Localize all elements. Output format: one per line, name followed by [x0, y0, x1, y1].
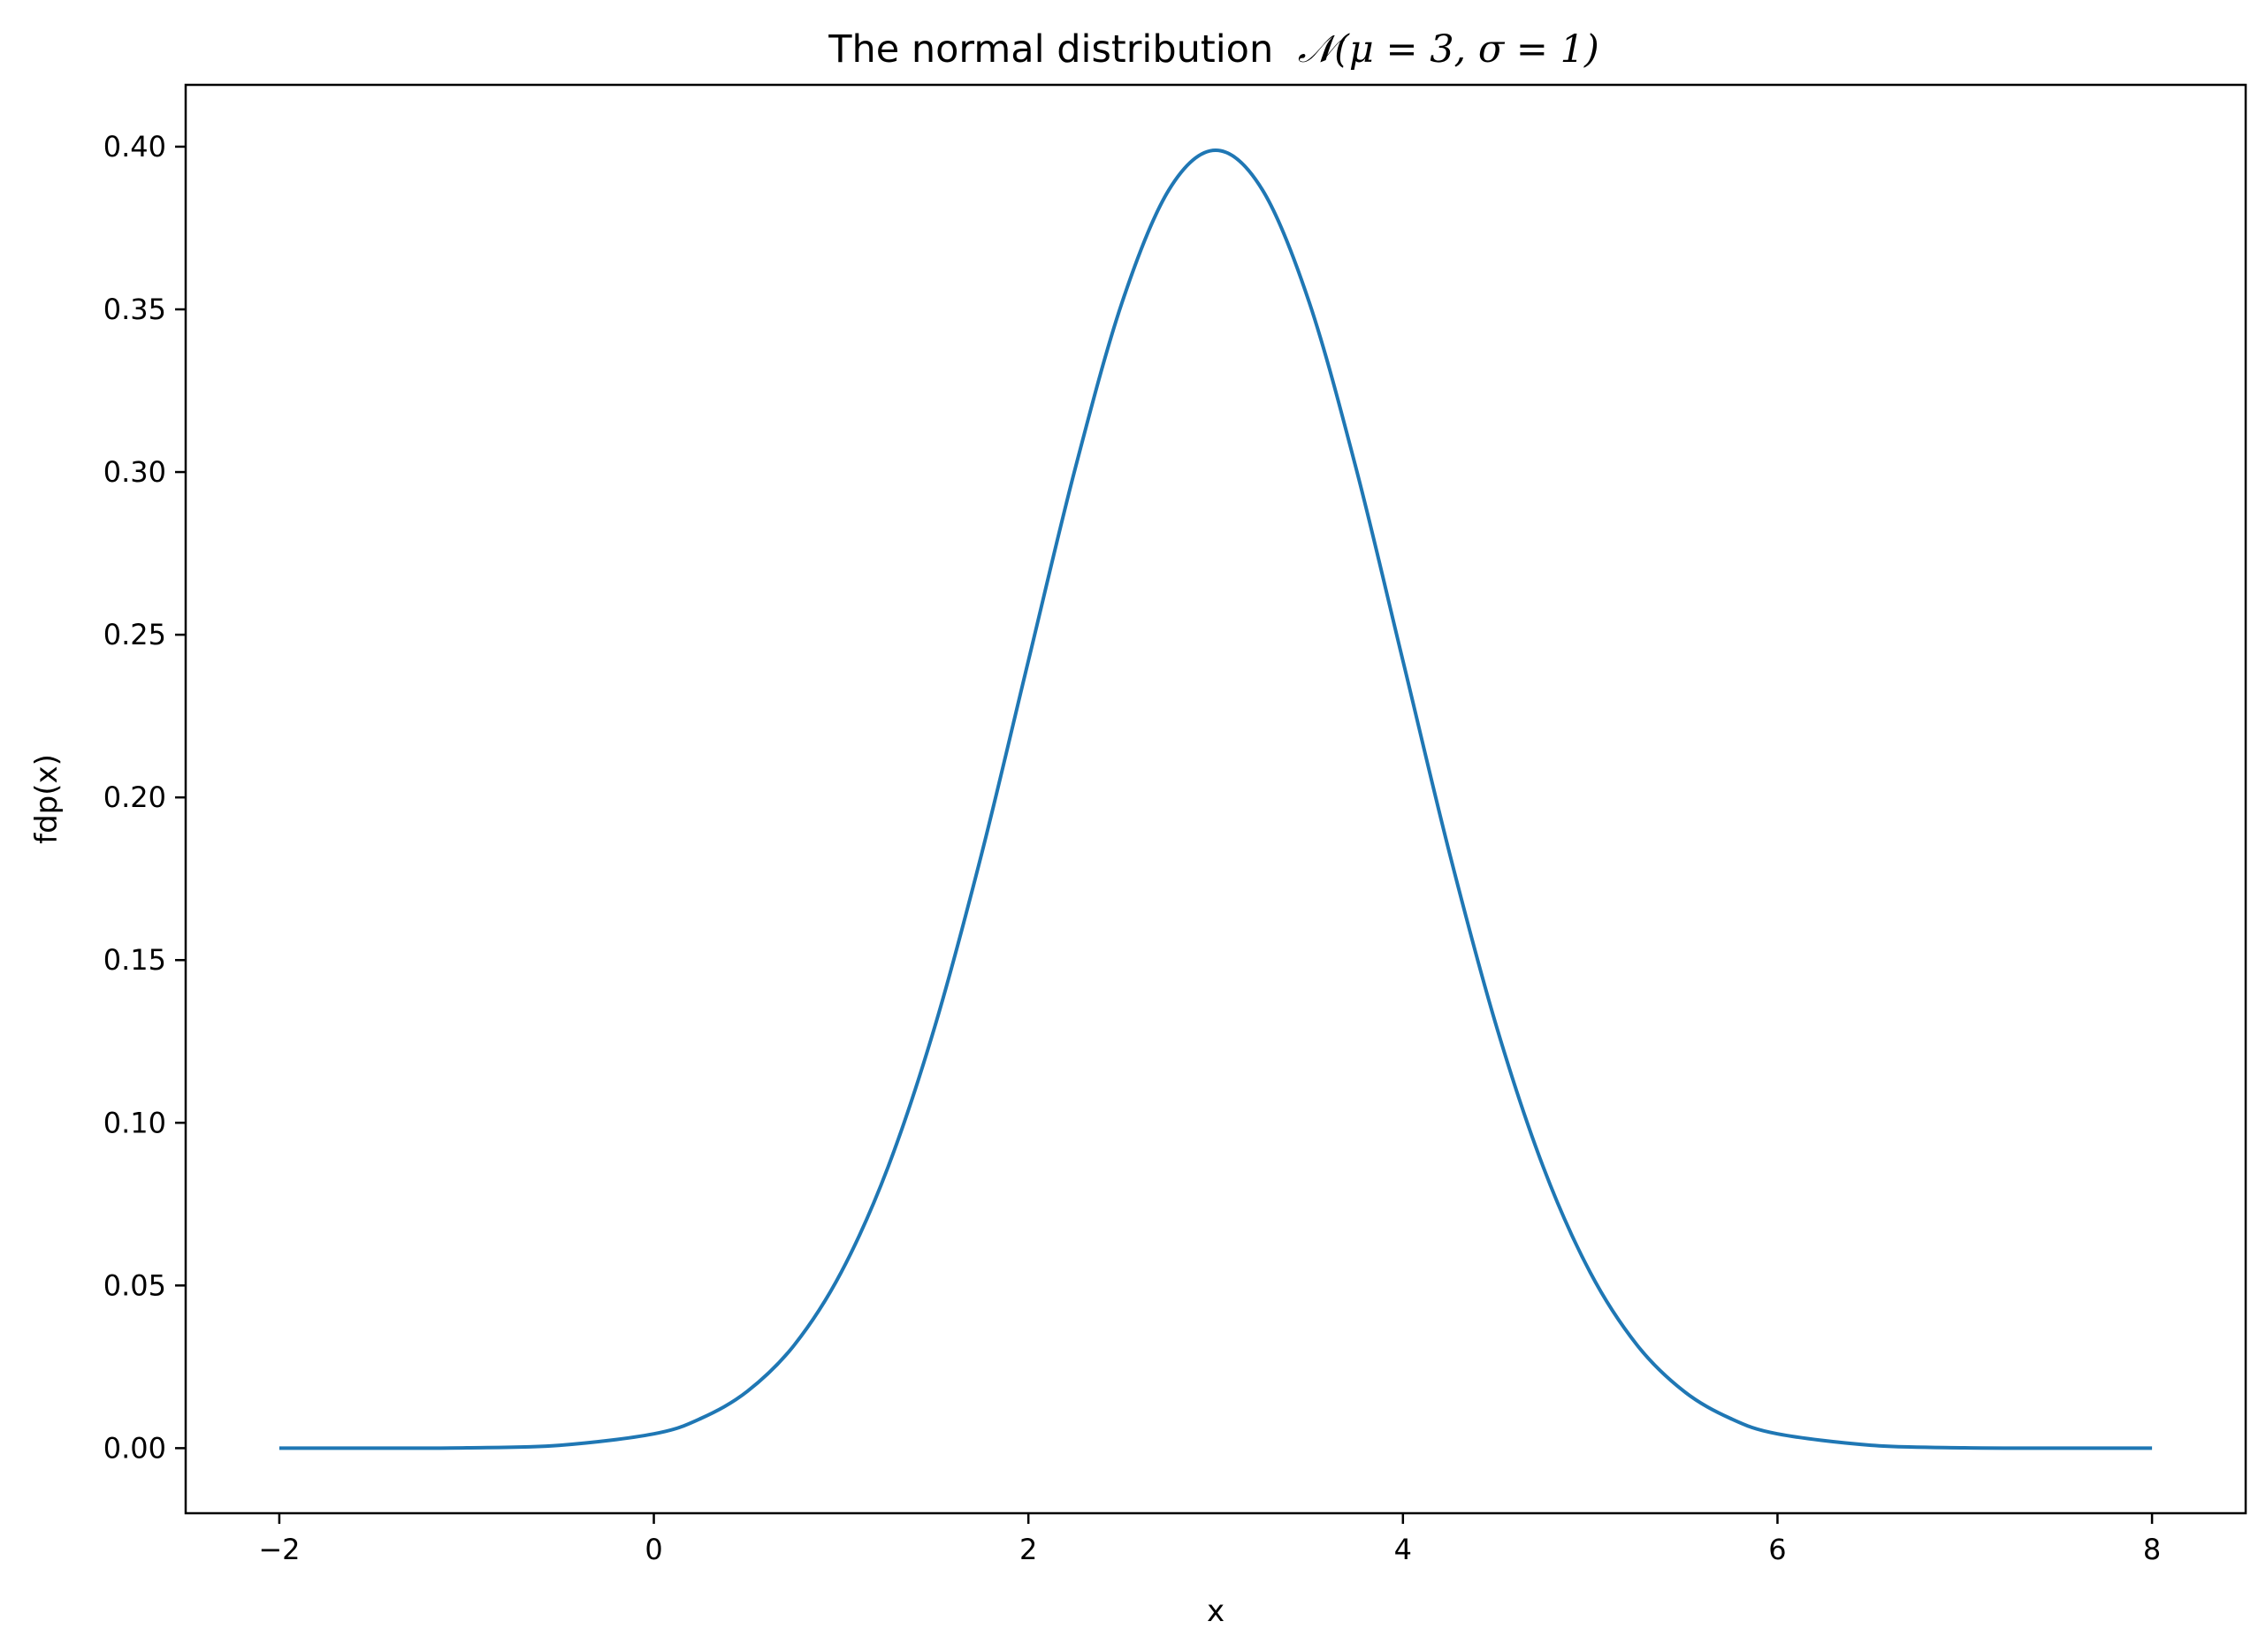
y-tick-label: 0.35 — [103, 293, 166, 326]
series-line-0 — [278, 148, 2153, 1450]
x-tick-label: 4 — [1394, 1533, 1412, 1566]
y-tick-label: 0.40 — [103, 130, 166, 164]
chart-title: The normal distribution 𝒩(μ = 3, σ = 1) — [828, 27, 1599, 72]
plot-background — [186, 85, 2246, 1513]
y-tick-label: 0.05 — [103, 1268, 166, 1302]
x-tick-label: 0 — [645, 1533, 662, 1566]
plot-area: −2 0 2 4 6 8 0.00 0.05 0.10 0.15 0.20 0.25 0.30 0.35… — [103, 83, 2247, 1566]
x-tick-label: 6 — [1768, 1533, 1786, 1566]
y-tick-label: 0.30 — [103, 455, 166, 489]
y-axis-ticks: 0.00 0.05 0.10 0.15 0.20 0.25 0.30 0.35 0.40 — [103, 130, 186, 1465]
x-tick-label: 8 — [2143, 1533, 2161, 1566]
x-axis-ticks: −2 0 2 4 6 8 — [258, 1513, 2161, 1566]
x-axis-label: x — [1207, 1594, 1225, 1629]
x-tick-label: −2 — [258, 1533, 300, 1566]
y-tick-label: 0.25 — [103, 618, 166, 651]
y-tick-label: 0.00 — [103, 1431, 166, 1465]
y-tick-label: 0.20 — [103, 780, 166, 814]
chart-title-text: The normal distribution — [828, 27, 1273, 72]
y-tick-label: 0.15 — [103, 943, 166, 977]
plot-frame — [184, 83, 2247, 1515]
series-group — [278, 148, 2153, 1450]
y-axis-label: fdp(x) — [29, 754, 65, 844]
x-tick-label: 2 — [1019, 1533, 1037, 1566]
y-tick-label: 0.10 — [103, 1106, 166, 1139]
chart-title-math: 𝒩(μ = 3, σ = 1) — [1298, 27, 1599, 72]
